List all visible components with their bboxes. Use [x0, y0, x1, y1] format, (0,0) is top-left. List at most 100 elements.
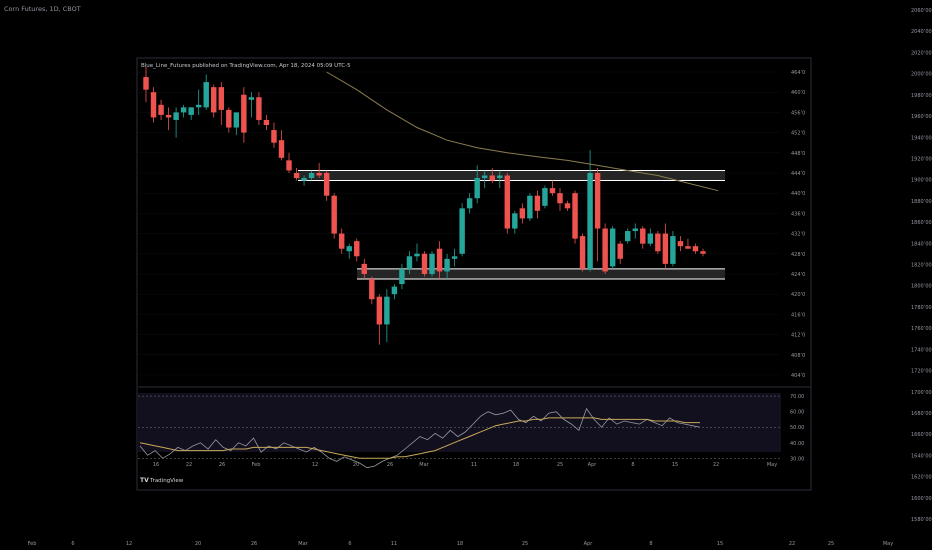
candle-body — [286, 160, 292, 171]
candle-body — [474, 178, 480, 199]
rsi-tick-label: 50.00 — [790, 425, 804, 431]
candle-body — [165, 114, 172, 118]
candle-body — [278, 140, 285, 158]
rsi-line — [139, 407, 701, 469]
candle-body — [655, 233, 661, 252]
inner-x-tick-label: 22 — [713, 462, 719, 468]
outer-x-tick-label: May — [883, 541, 893, 547]
candle-body — [361, 263, 367, 274]
outer-y-tick-label: 1600’00 — [911, 496, 932, 502]
inner-x-tick-label: 20 — [353, 462, 359, 468]
price-tick-label: 412’0 — [791, 333, 805, 339]
candle-body — [263, 119, 270, 126]
price-tick-label: 404’0 — [791, 373, 805, 379]
candle-body — [587, 172, 593, 269]
outer-y-tick-label: 1660’00 — [911, 432, 932, 438]
outer-x-tick-label: 26 — [251, 541, 257, 547]
outer-x-tick-label: Mar — [298, 541, 308, 547]
price-tick-label: 416’0 — [791, 312, 805, 318]
candle-body — [497, 175, 503, 179]
candle-body — [218, 87, 224, 110]
candlesticks — [143, 66, 706, 345]
outer-time-axis: Feb 6 12 20 26 Mar 6 11 18 25 Apr 8 15 22 25 May — [28, 541, 894, 547]
candle-body — [647, 233, 654, 244]
outer-y-tick-label: 1920’00 — [911, 156, 932, 162]
price-tick-label: 444’0 — [791, 171, 805, 177]
outer-y-tick-label: 1680’00 — [911, 411, 932, 417]
inner-price-axis: 464’0 460’0 456’0 452’0 448’0 444’0 440’0 436’0… — [791, 70, 805, 379]
candle-body — [308, 172, 315, 179]
outer-y-tick-label: 1580’00 — [911, 517, 932, 523]
candle-body — [143, 77, 149, 90]
candle-body — [594, 172, 601, 229]
price-tick-label: 408’0 — [791, 353, 805, 359]
candle-body — [557, 193, 563, 204]
rsi-ma-line — [139, 417, 700, 459]
candle-body — [354, 241, 360, 257]
candle-body — [241, 94, 247, 133]
zone-fill — [357, 268, 725, 280]
rsi-axis: 70.00 60.00 50.00 40.00 30.00 — [790, 394, 804, 462]
candle-body — [602, 228, 608, 272]
outer-x-tick-label: 15 — [717, 541, 723, 547]
candle-body — [534, 195, 541, 211]
outer-y-tick-label: 1640’00 — [911, 453, 932, 459]
outer-y-tick-label: 1860’00 — [911, 220, 932, 226]
outer-y-tick-label: 1940’00 — [911, 135, 932, 141]
inner-x-tick-label: 22 — [186, 462, 192, 468]
candle-body — [256, 97, 262, 120]
candle-body — [316, 172, 322, 176]
candle-body — [391, 286, 398, 295]
zone-fill — [298, 170, 725, 181]
candle-body — [542, 188, 548, 206]
price-tick-label: 464’0 — [791, 70, 805, 76]
candle-body — [369, 279, 375, 300]
inner-x-tick-label: Feb — [252, 462, 261, 468]
candle-body — [617, 243, 623, 259]
candle-body — [406, 256, 413, 269]
tv-logo-icon: TV — [140, 477, 149, 484]
price-tick-label: 460’0 — [791, 90, 805, 96]
inner-x-tick-label: 25 — [557, 462, 563, 468]
candle-body — [301, 178, 307, 181]
candle-body — [579, 236, 586, 269]
candle-body — [436, 248, 443, 272]
price-tick-label: 420’0 — [791, 292, 805, 298]
outer-y-tick-label: 1960’00 — [911, 114, 932, 120]
rsi-tick-label: 40.00 — [790, 441, 804, 447]
inner-x-tick-label: 18 — [513, 462, 519, 468]
outer-y-tick-label: 1840’00 — [911, 241, 932, 247]
outer-y-tick-label: 1980’00 — [911, 93, 932, 99]
inner-x-tick-label: 15 — [672, 462, 678, 468]
outer-y-tick-label: 1720’00 — [911, 369, 932, 375]
outer-x-tick-label: 11 — [391, 541, 397, 547]
outer-x-tick-label: 6 — [348, 541, 351, 547]
candle-body — [338, 233, 345, 249]
candle-body — [564, 203, 571, 209]
outer-y-tick-label: 2040’00 — [911, 29, 932, 35]
inner-x-tick-label: 26 — [219, 462, 225, 468]
candle-body — [466, 198, 473, 209]
candle-body — [700, 251, 706, 254]
inner-x-tick-label: Mar — [419, 462, 429, 468]
candle-body — [482, 175, 488, 179]
tv-watermark: TradingView — [149, 478, 184, 484]
price-tick-label: 436’0 — [791, 211, 805, 217]
outer-y-tick-label: 2000’00 — [911, 72, 932, 78]
tradingview-logo: TV TradingView — [140, 477, 184, 484]
candle-body — [331, 195, 337, 234]
outer-x-tick-label: 8 — [649, 541, 652, 547]
candle-body — [271, 130, 277, 143]
inner-x-tick-label: 8 — [631, 462, 634, 468]
candle-body — [226, 109, 232, 128]
outer-x-tick-label: 18 — [457, 541, 463, 547]
candle-body — [195, 104, 202, 108]
candle-body — [158, 104, 164, 115]
outer-x-tick-label: 25 — [522, 541, 528, 547]
candle-body — [150, 92, 157, 118]
candle-body — [692, 246, 699, 252]
candle-body — [512, 213, 518, 229]
candle-body — [211, 87, 217, 113]
price-tick-label: 424’0 — [791, 272, 805, 278]
